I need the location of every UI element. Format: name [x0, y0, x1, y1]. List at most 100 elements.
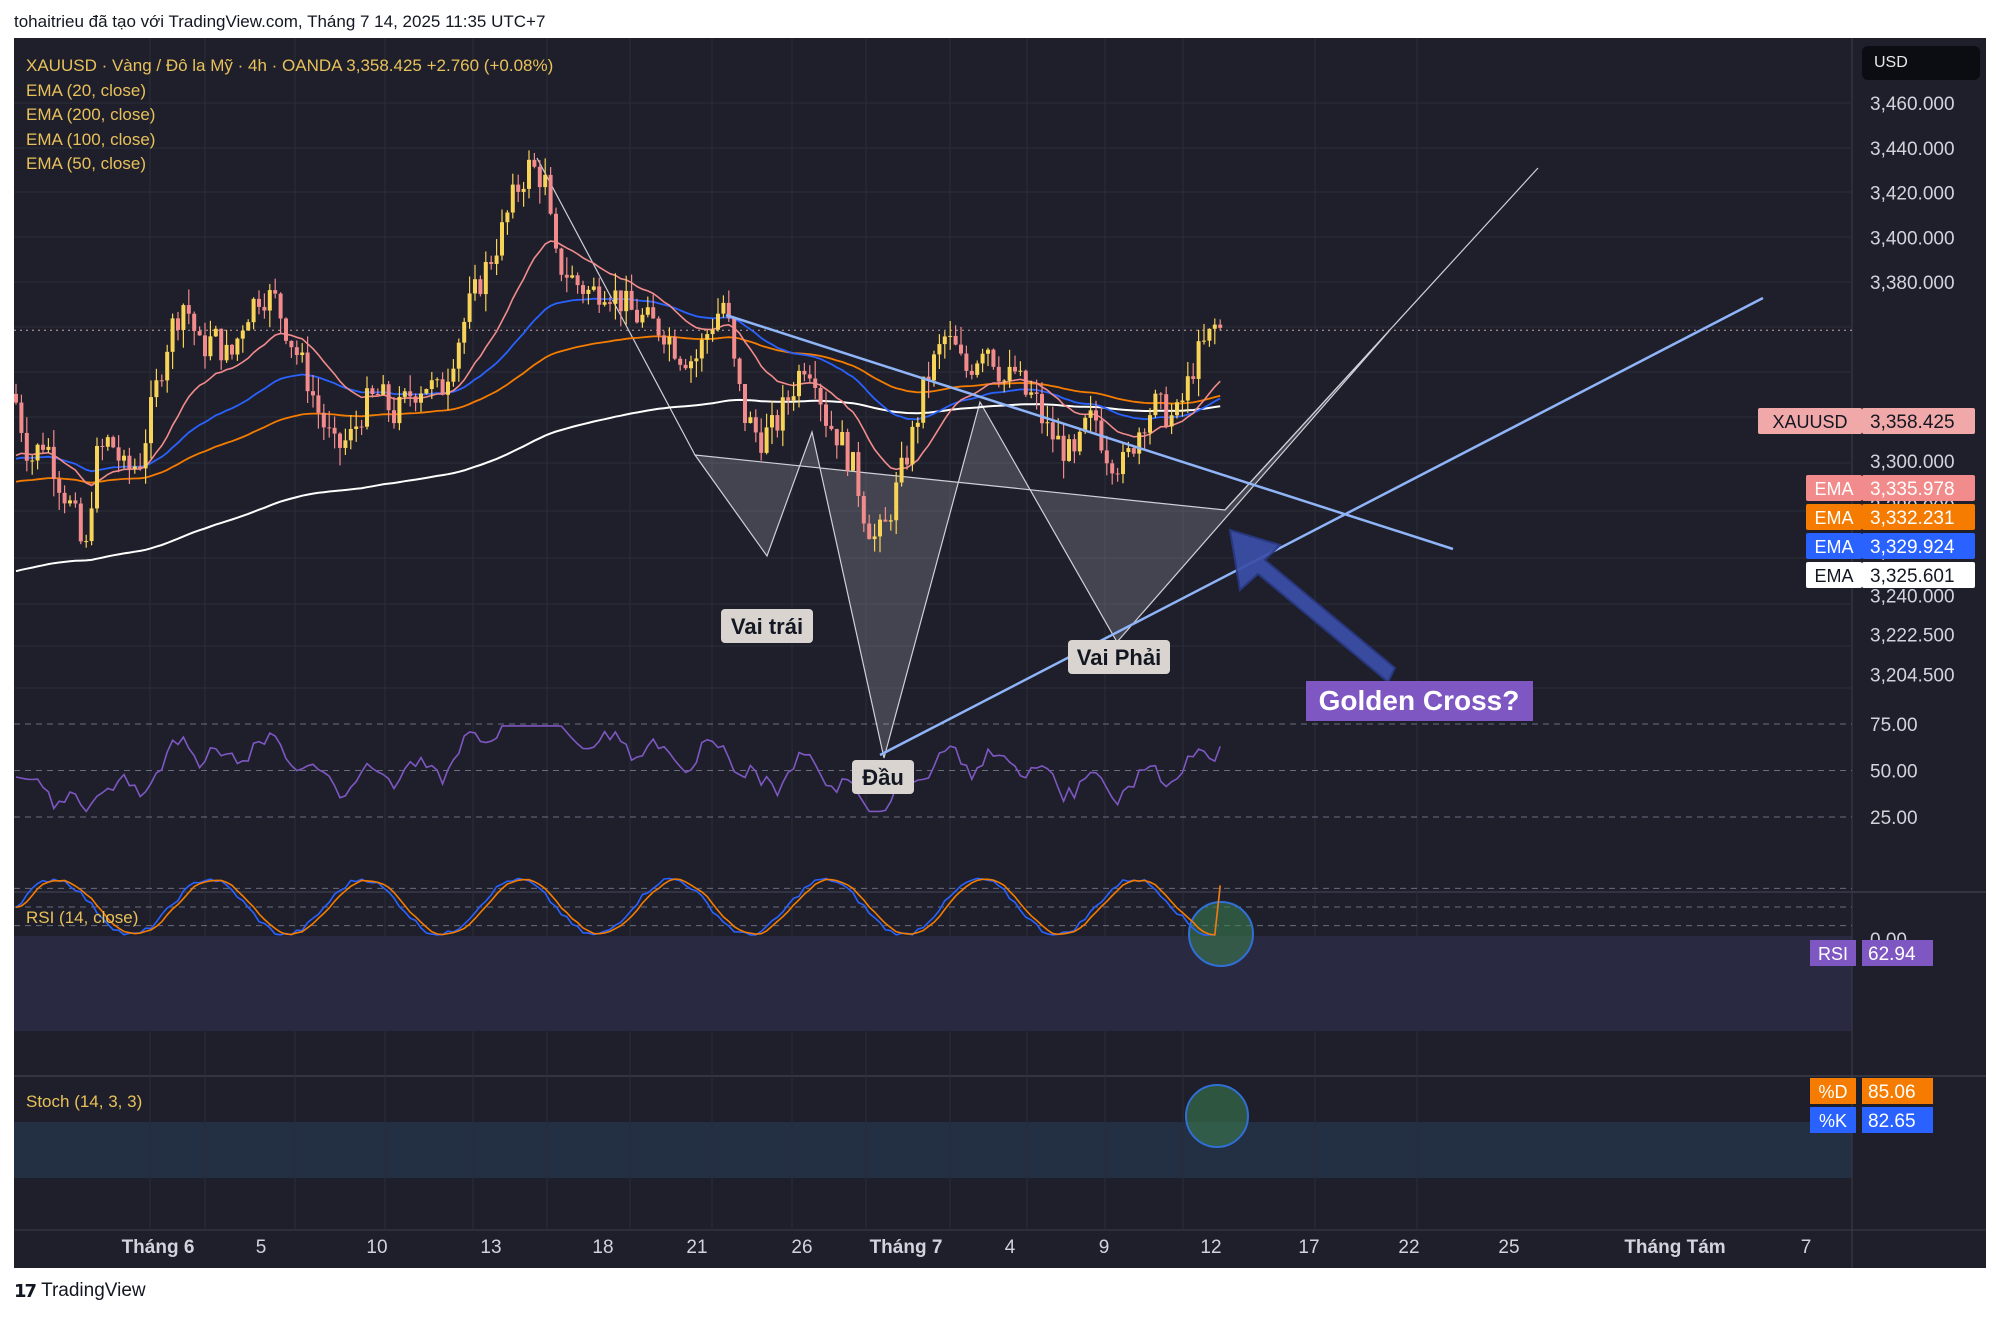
legend-ema200[interactable]: EMA (200, close) — [26, 105, 156, 124]
candle-body — [332, 427, 337, 434]
candle-body — [705, 334, 710, 340]
price-tag-value: 3,332.231 — [1870, 508, 1955, 529]
stoch-pane — [15, 877, 1249, 1148]
price-tag-label-bg — [1806, 533, 1862, 559]
rsi-tag-label-bg — [1810, 940, 1856, 966]
candle-body — [257, 298, 261, 307]
candle-body — [240, 330, 245, 339]
price-tag-label-bg — [1806, 562, 1862, 588]
candle-body — [289, 340, 294, 348]
candle-body — [262, 306, 267, 311]
candle-body — [197, 331, 202, 336]
candle-body — [1083, 417, 1088, 432]
legend-ema100[interactable]: EMA (100, close) — [26, 129, 156, 149]
candle-body — [910, 426, 915, 465]
candle-body — [73, 500, 78, 504]
candle-body — [154, 380, 159, 398]
time-label: 5 — [256, 1237, 267, 1258]
candle-body — [305, 352, 310, 392]
candle-body — [737, 358, 742, 385]
candle-body — [1072, 439, 1077, 452]
time-label: 25 — [1498, 1237, 1519, 1258]
rsi-line — [15, 725, 1221, 813]
candle-body — [95, 445, 99, 509]
time-label: 4 — [1005, 1237, 1016, 1258]
candle-body — [41, 444, 45, 450]
candle-body — [1131, 448, 1136, 454]
rsi-title[interactable]: RSI (14, close) — [26, 908, 139, 927]
wedge-upper-extension — [1224, 167, 1539, 511]
candle-body — [759, 432, 764, 453]
candle-body — [186, 305, 191, 314]
rsi-tick: 75.00 — [1870, 715, 1918, 736]
price-tag-value: 3,329.924 — [1870, 537, 1955, 558]
candle-body — [208, 336, 213, 357]
candle-body — [861, 495, 866, 524]
candle-body — [1158, 393, 1163, 395]
price-tag-label-bg — [1806, 504, 1862, 530]
candle-body — [683, 364, 688, 369]
candle-body — [894, 482, 899, 521]
candle-body — [251, 298, 256, 323]
candle-body — [748, 417, 753, 424]
candle-body — [1126, 448, 1131, 453]
candle-body — [840, 431, 845, 446]
tradingview-logo[interactable]: 𝟭𝟳 TradingView — [14, 1280, 146, 1302]
golden-cross-bg — [1306, 681, 1533, 721]
candle-body — [451, 368, 456, 382]
candle-body — [1115, 473, 1120, 475]
candle-body — [1018, 370, 1023, 372]
candle-body — [667, 336, 672, 345]
trendlines[interactable] — [725, 296, 1764, 757]
price-tag-value: 3,358.425 — [1870, 412, 1955, 433]
price-tick: 3,420.000 — [1870, 184, 1955, 205]
chart-legend[interactable]: XAUUSD · Vàng / Đô la Mỹ · 4h · OANDA 3,… — [26, 54, 553, 177]
price-tick: 3,300.000 — [1870, 452, 1955, 473]
candle-body — [381, 384, 386, 395]
candle-body — [721, 302, 726, 314]
price-tick: 3,240.000 — [1870, 586, 1955, 607]
candle-body — [845, 431, 850, 471]
candle-body — [78, 503, 83, 542]
stoch-title[interactable]: Stoch (14, 3, 3) — [26, 1092, 143, 1111]
label-right-shoulder-bg — [1068, 640, 1170, 674]
chart-panel-background — [14, 38, 1986, 1268]
candle-body — [1164, 394, 1169, 427]
legend-ema50[interactable]: EMA (50, close) — [26, 154, 146, 173]
candle-body — [1023, 370, 1028, 395]
currency-button[interactable]: USD — [1862, 46, 1980, 80]
price-tag-value-bg — [1862, 408, 1975, 434]
time-label: 17 — [1298, 1237, 1319, 1258]
label-right-shoulder: Vai Phải — [1077, 645, 1161, 670]
candle-body — [743, 384, 747, 424]
candle-body — [311, 391, 315, 396]
time-label: 10 — [366, 1237, 387, 1258]
candle-body — [354, 426, 359, 429]
stoch-k-label-bg — [1810, 1107, 1856, 1133]
candle-body — [1153, 393, 1158, 416]
rsi-tick: 50.00 — [1870, 762, 1918, 783]
label-head-bg — [852, 760, 914, 794]
candle-body — [116, 447, 121, 461]
candle-body — [100, 445, 105, 447]
candle-body — [386, 384, 391, 411]
candle-body — [1137, 432, 1142, 454]
stoch-band — [14, 1122, 1852, 1178]
legend-ema20[interactable]: EMA (20, close) — [26, 80, 146, 100]
candle-body — [1142, 432, 1147, 434]
candle-body — [764, 427, 769, 453]
grid-lines — [14, 38, 1852, 1230]
candle-body — [570, 275, 575, 278]
candle-body — [1077, 431, 1082, 452]
candle-body — [678, 358, 683, 365]
candle-body — [710, 329, 715, 335]
price-tag-value-bg — [1862, 533, 1975, 559]
head-shoulders-pattern — [536, 157, 1539, 759]
symbol-info[interactable]: XAUUSD · Vàng / Đô la Mỹ · 4h · OANDA 3,… — [26, 56, 554, 75]
candle-body — [1104, 450, 1109, 464]
candle-body — [635, 309, 639, 323]
candle-body — [327, 427, 332, 429]
stoch-d-value: 85.06 — [1868, 1082, 1916, 1103]
candle-body — [694, 358, 699, 362]
